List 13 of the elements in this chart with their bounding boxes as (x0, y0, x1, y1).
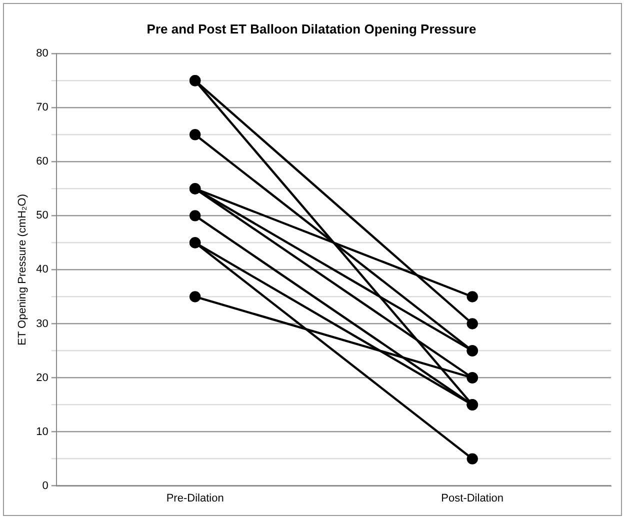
y-tick-label: 10 (36, 426, 48, 438)
y-tick-label: 50 (36, 210, 48, 222)
y-tick-label: 30 (36, 318, 48, 330)
chart-title: Pre and Post ET Balloon Dilatation Opening Pressure (146, 21, 476, 36)
x-tick-label: Post-Dilation (441, 492, 504, 504)
y-tick-label: 60 (36, 156, 48, 168)
y-tick-label: 80 (36, 48, 48, 60)
y-axis-title: ET Opening Pressure (cmH₂O) (16, 194, 29, 346)
y-tick-label: 0 (42, 480, 48, 492)
y-tick-label: 70 (36, 102, 48, 114)
x-tick-label: Pre-Dilation (166, 492, 224, 504)
y-tick-label: 40 (36, 264, 48, 276)
y-tick-label: 20 (36, 372, 48, 384)
